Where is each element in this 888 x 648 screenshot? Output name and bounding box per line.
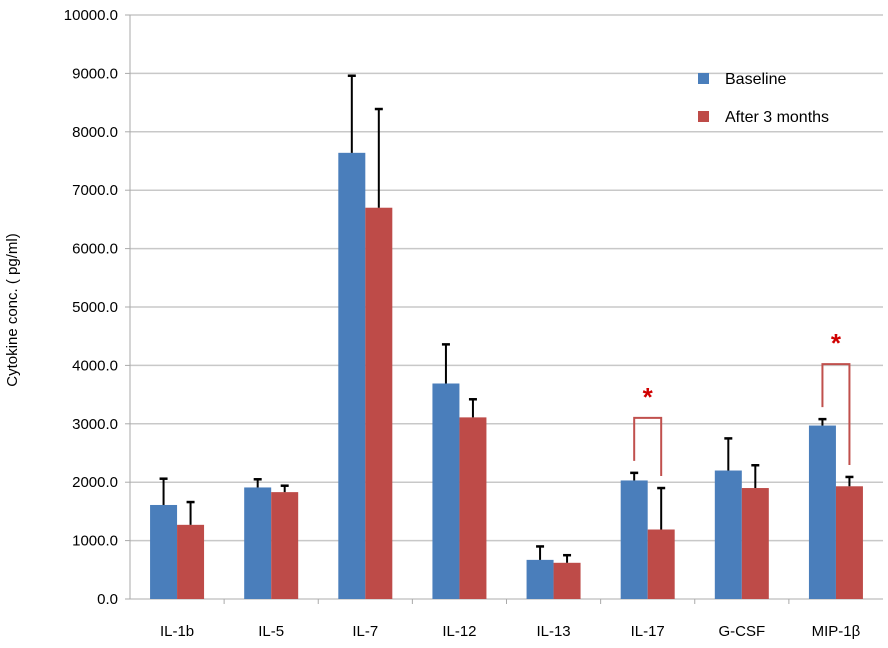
bar-after xyxy=(741,488,769,599)
legend-swatch-after xyxy=(698,111,709,122)
bar-baseline xyxy=(432,383,460,599)
significance-asterisk: * xyxy=(831,328,842,358)
bar-after xyxy=(459,417,487,599)
x-axis-labels: IL-1b IL-5 IL-7 IL-12 IL-13 IL-17 G-CSF MIP-1β xyxy=(160,623,861,640)
bar-baseline xyxy=(150,504,178,599)
bar-after xyxy=(271,492,299,599)
bar-baseline xyxy=(244,487,272,599)
y-tick-label: 4000.0 xyxy=(72,357,118,374)
y-tick-label: 6000.0 xyxy=(72,241,118,258)
y-tick-label: 5000.0 xyxy=(72,299,118,316)
bar-after xyxy=(835,486,863,599)
x-tick-label: IL-5 xyxy=(258,623,284,640)
bar-after xyxy=(365,207,393,599)
x-tick-label: IL-17 xyxy=(631,623,665,640)
gridlines xyxy=(125,14,883,604)
y-axis-label: Cytokine conc. ( pg/ml) xyxy=(4,233,21,386)
x-tick-label: G-CSF xyxy=(718,623,765,640)
y-tick-label: 9000.0 xyxy=(72,65,118,82)
y-tick-label: 10000.0 xyxy=(64,7,118,24)
bar-after xyxy=(177,524,205,599)
y-tick-label: 8000.0 xyxy=(72,124,118,141)
x-tick-label: IL-1b xyxy=(160,623,194,640)
significance-asterisk: * xyxy=(643,382,654,412)
x-tick-label: IL-13 xyxy=(536,623,570,640)
bar-baseline xyxy=(620,480,648,599)
bars xyxy=(150,74,863,599)
significance-markers: ** xyxy=(633,328,851,477)
x-tick-label: MIP-1β xyxy=(812,623,861,640)
bar-after xyxy=(647,529,675,599)
legend: Baseline After 3 months xyxy=(698,71,829,126)
bar-after xyxy=(553,562,581,599)
y-tick-label: 3000.0 xyxy=(72,416,118,433)
x-tick-label: IL-12 xyxy=(442,623,476,640)
legend-label-baseline: Baseline xyxy=(725,71,786,88)
y-tick-label: 2000.0 xyxy=(72,474,118,491)
y-tick-label: 1000.0 xyxy=(72,533,118,550)
bar-baseline xyxy=(526,559,554,599)
legend-swatch-baseline xyxy=(698,73,709,84)
legend-label-after: After 3 months xyxy=(725,109,829,126)
y-tick-label: 0.0 xyxy=(97,591,118,608)
y-tick-label: 7000.0 xyxy=(72,182,118,199)
y-axis-ticks: 0.0 1000.0 2000.0 3000.0 4000.0 5000.0 6000.0 7… xyxy=(64,7,118,608)
x-tick-label: IL-7 xyxy=(352,623,378,640)
bar-baseline xyxy=(714,470,742,599)
significance-bracket xyxy=(633,416,663,477)
bar-baseline xyxy=(338,152,366,599)
bar-baseline xyxy=(808,425,836,599)
significance-bracket xyxy=(821,363,851,465)
